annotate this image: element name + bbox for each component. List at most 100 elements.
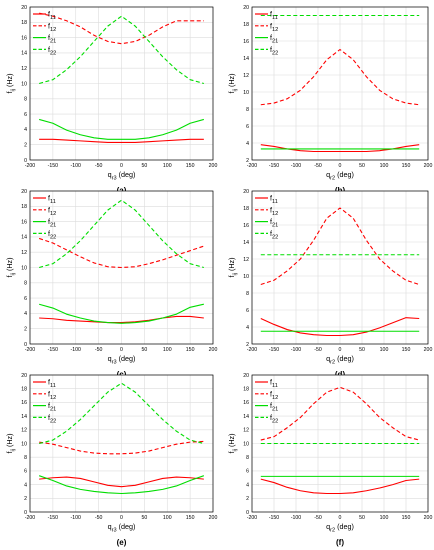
x-tick-label: 50 <box>359 347 365 353</box>
series-line-f12 <box>260 48 420 106</box>
x-tick-label: 200 <box>424 515 433 521</box>
y-tick-label: 18 <box>21 20 27 26</box>
legend-label-f12: f12 <box>270 205 278 217</box>
y-axis-label-unit: (Hz) <box>227 73 236 89</box>
y-tick-label: 12 <box>243 428 249 434</box>
legend-label-f22-sub: 22 <box>272 235 278 241</box>
x-axis-label-main: q <box>108 522 112 531</box>
legend-label-f11: f11 <box>48 10 56 22</box>
legend-label-f21-sub: 21 <box>50 407 56 413</box>
y-tick-label: 16 <box>21 35 27 41</box>
legend-label-f22-sub: 22 <box>272 419 278 425</box>
x-tick-label: -50 <box>95 347 103 353</box>
legend-label-f22: f22 <box>48 45 56 57</box>
legend-label-f22-sub: 22 <box>272 51 278 57</box>
y-tick-label: 18 <box>243 206 249 212</box>
y-tick-label: 14 <box>21 235 27 241</box>
y-axis-label: fij (Hz) <box>5 73 17 93</box>
legend-label-f21-main: f <box>48 217 50 226</box>
x-tick-label: -200 <box>247 163 257 169</box>
chart-panel-b: -200 -150 -100 -50 0 50 100 150 200 2 4 6 8 10 12 14 16 1… <box>227 5 432 195</box>
legend-label-f21-main: f <box>270 217 272 226</box>
x-tick-label: -100 <box>291 347 301 353</box>
y-axis-label: fij (Hz) <box>227 73 239 93</box>
legend-label-f11: f11 <box>48 194 56 206</box>
series-line-f22 <box>39 199 204 269</box>
legend-label-f21: f21 <box>270 401 278 413</box>
legend-label-f12: f12 <box>48 205 56 217</box>
x-tick-label: 0 <box>120 347 123 353</box>
x-tick-label: 100 <box>163 347 172 353</box>
x-axis-label-sub: r2 <box>330 528 335 534</box>
x-tick-label: -50 <box>314 347 322 353</box>
y-axis-label: fij (Hz) <box>5 257 17 277</box>
y-axis-label-group: fij (Hz) <box>227 433 239 453</box>
legend-label-f11-main: f <box>270 10 272 19</box>
y-tick-label: 10 <box>21 265 27 271</box>
axes-frame <box>251 374 429 513</box>
legend-label-f21-main: f <box>270 401 272 410</box>
y-tick-label: 4 <box>246 482 249 488</box>
legend-label-f21-sub: 21 <box>272 39 278 45</box>
y-tick-label: 0 <box>24 158 27 164</box>
legend-label-f22-main: f <box>48 45 50 54</box>
legend-label-f11-main: f <box>48 378 50 387</box>
y-tick-label: 6 <box>24 112 27 118</box>
legend-label-f22-sub: 22 <box>50 235 56 241</box>
y-tick-label: 4 <box>24 127 27 133</box>
legend-label-f21: f21 <box>270 217 278 229</box>
x-axis-label-unit: (deg) <box>117 522 136 531</box>
y-tick-label: 6 <box>246 124 249 130</box>
x-tick-label: 150 <box>402 515 411 521</box>
y-tick-label: 8 <box>24 455 27 461</box>
y-tick-label: 12 <box>243 73 249 79</box>
legend-label-f11-sub: 11 <box>272 383 278 389</box>
y-axis-label-main: f <box>5 276 14 278</box>
x-tick-label: 0 <box>120 163 123 169</box>
y-axis-label-sub: ij <box>11 273 17 276</box>
axes-frame <box>29 6 214 161</box>
legend-label-f12: f12 <box>270 389 278 401</box>
legend-label-f22: f22 <box>48 229 56 241</box>
x-tick-label: 150 <box>186 515 195 521</box>
x-axis-label: qr3 (deg) <box>108 170 136 182</box>
y-axis-label-unit: (Hz) <box>5 257 14 273</box>
y-axis-label-sub: ij <box>233 449 239 452</box>
x-tick-label: 50 <box>141 515 147 521</box>
y-tick-label: 20 <box>21 373 27 379</box>
x-tick-label: 150 <box>186 163 195 169</box>
x-tick-label: 50 <box>141 163 147 169</box>
y-axis-label-unit: (Hz) <box>227 433 236 449</box>
y-tick-label: 10 <box>243 274 249 280</box>
x-tick-label: 200 <box>424 163 433 169</box>
x-tick-label: -200 <box>25 347 35 353</box>
legend-label-f12-sub: 12 <box>50 27 56 33</box>
y-tick-label: 14 <box>243 56 249 62</box>
x-tick-label: 0 <box>339 515 342 521</box>
panel-label: (a) <box>117 186 127 195</box>
series-line-f12 <box>38 237 205 269</box>
x-axis-label-main: q <box>108 170 112 179</box>
y-tick-label: 8 <box>246 455 249 461</box>
series-line-f22 <box>39 382 204 445</box>
legend-label-f11: f11 <box>48 378 56 390</box>
x-axis-label-main: q <box>326 170 330 179</box>
legend-label-f21-main: f <box>48 401 50 410</box>
y-tick-label: 18 <box>243 387 249 393</box>
x-tick-label: -100 <box>291 515 301 521</box>
legend-label-f12-main: f <box>270 205 272 214</box>
panel-label: (b) <box>335 186 346 195</box>
legend-label-f21-sub: 21 <box>50 223 56 229</box>
y-tick-label: 18 <box>21 204 27 210</box>
y-axis-label-main: f <box>5 92 14 94</box>
x-tick-label: 100 <box>380 347 389 353</box>
x-tick-label: 100 <box>163 515 172 521</box>
y-tick-label: 20 <box>243 373 249 379</box>
x-tick-label: -50 <box>95 515 103 521</box>
legend-label-f12-main: f <box>48 389 50 398</box>
x-tick-label: 100 <box>380 163 389 169</box>
axes-frame <box>251 190 429 345</box>
legend-label-f12-main: f <box>270 389 272 398</box>
x-tick-label: -100 <box>71 347 81 353</box>
chart-panel-e: -200 -150 -100 -50 0 50 100 150 200 0 2 4 6 8 10 12 14 16… <box>5 373 217 547</box>
